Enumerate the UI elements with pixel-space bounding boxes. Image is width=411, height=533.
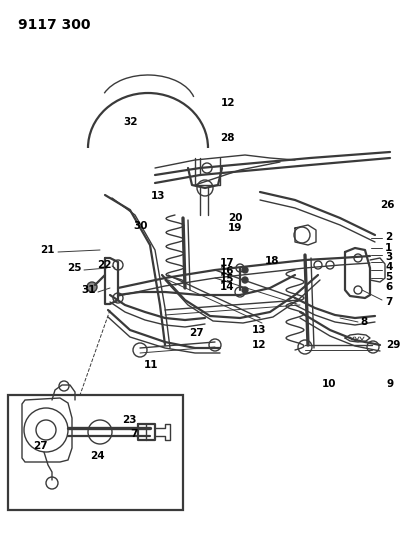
Circle shape (242, 277, 248, 283)
Text: 21: 21 (41, 245, 55, 255)
Text: 1: 1 (385, 243, 392, 253)
Text: 24: 24 (90, 451, 105, 461)
Text: 22: 22 (97, 260, 112, 270)
Text: 26: 26 (380, 200, 395, 210)
Text: 27: 27 (33, 441, 48, 451)
Text: 32: 32 (123, 117, 138, 127)
Circle shape (242, 267, 248, 273)
Text: 23: 23 (122, 415, 136, 425)
Text: 10: 10 (321, 379, 336, 389)
Text: 5: 5 (385, 272, 392, 282)
Text: 9117 300: 9117 300 (18, 18, 90, 32)
Text: 3: 3 (385, 252, 392, 262)
Text: 11: 11 (143, 360, 158, 370)
Text: 12: 12 (252, 340, 266, 350)
Text: 14: 14 (219, 282, 234, 292)
Text: 9: 9 (386, 379, 393, 389)
Text: 4: 4 (385, 262, 393, 272)
Text: 16: 16 (219, 266, 234, 276)
Text: 2: 2 (385, 232, 392, 242)
Text: 27: 27 (189, 328, 204, 338)
Text: 28: 28 (220, 133, 235, 143)
Circle shape (87, 282, 97, 292)
Text: 15: 15 (219, 274, 234, 284)
Text: 13: 13 (150, 191, 165, 201)
Circle shape (242, 287, 248, 293)
Text: 7: 7 (130, 429, 137, 439)
Text: 25: 25 (67, 263, 82, 273)
Text: 19: 19 (228, 223, 242, 233)
Text: 29: 29 (386, 340, 400, 350)
Text: 18: 18 (265, 256, 279, 266)
Text: 20: 20 (228, 213, 242, 223)
Text: 12: 12 (221, 98, 235, 108)
Text: 30: 30 (134, 221, 148, 231)
Text: 8: 8 (360, 317, 367, 327)
Text: 31: 31 (81, 285, 96, 295)
Text: 13: 13 (252, 325, 266, 335)
Text: 7: 7 (385, 297, 393, 307)
Bar (8, 395, 183, 510)
Text: 6: 6 (385, 282, 392, 292)
Text: 17: 17 (219, 258, 234, 268)
